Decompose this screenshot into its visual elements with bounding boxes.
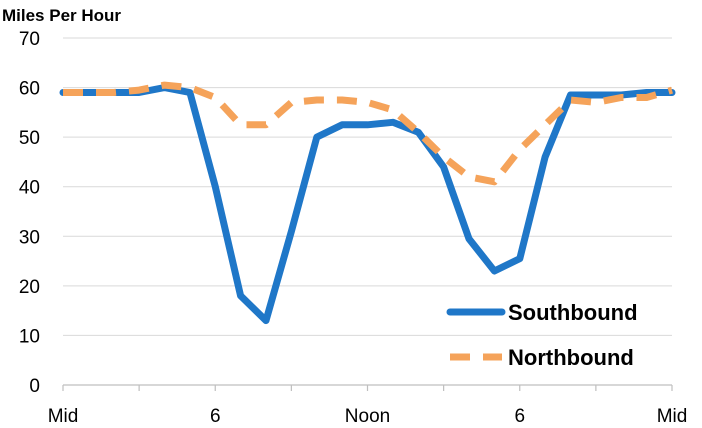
y-tick-label: 70 [19,29,40,50]
y-tick-label: 20 [19,277,40,298]
series-line-northbound [63,81,673,186]
x-tick-label: 6 [210,406,221,427]
y-tick-label: 10 [19,326,40,347]
y-axis-label: Miles Per Hour [2,6,122,25]
y-tick-label: 60 [19,79,40,100]
y-tick-label: 50 [19,128,40,149]
y-tick-label: 0 [29,376,40,397]
x-tick-label: 6 [514,406,525,427]
x-tick-label: Noon [345,406,390,427]
legend-label-southbound: Southbound [508,300,638,325]
x-tick-label: Mid [657,406,688,427]
x-tick-label: Mid [48,406,79,427]
y-tick-label: 40 [19,178,40,199]
y-tick-label: 30 [19,227,40,248]
legend-label-northbound: Northbound [508,345,634,370]
